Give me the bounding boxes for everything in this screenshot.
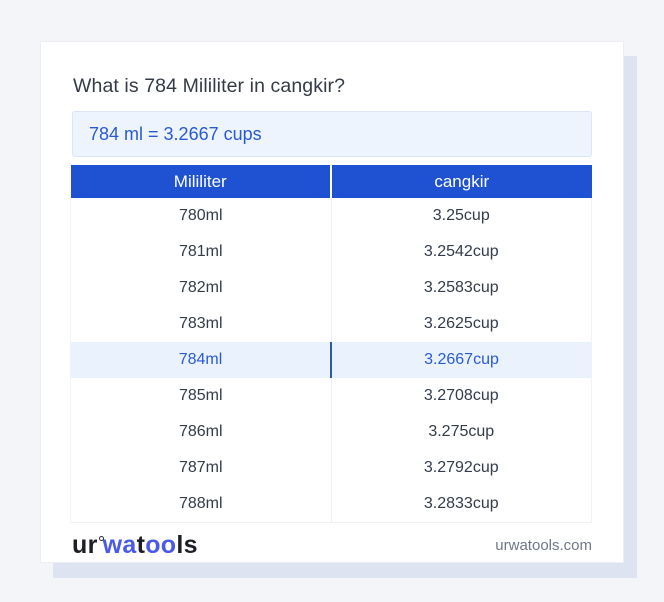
logo-part-dark: ls: [176, 531, 198, 559]
conversion-table-head: Mililiter cangkir: [70, 165, 592, 198]
table-cell: 3.2625cup: [330, 306, 592, 342]
table-cell: 787ml: [178, 459, 223, 476]
logo-part-dark: ur: [72, 531, 98, 559]
table-cell: 781ml: [178, 243, 223, 260]
column-header-mililiter: Mililiter: [70, 165, 331, 198]
card-footer: ur watools urwatools.com: [72, 529, 592, 563]
table-cell: 783ml: [178, 315, 223, 332]
conversion-table: Mililiter cangkir 780ml 3.25cup 781ml 3.254…: [70, 165, 592, 523]
table-row: 781ml 3.2542cup: [71, 234, 592, 270]
table-row: 780ml 3.25cup: [71, 198, 592, 234]
logo-part-blue: wa: [102, 531, 137, 559]
urwatools-logo: ur watools: [72, 533, 198, 558]
converter-card: What is 784 Mililiter in cangkir? 784 ml…: [40, 41, 624, 563]
conversion-result-box: 784 ml = 3.2667 cups: [72, 111, 592, 157]
table-cell: 786ml: [178, 423, 223, 440]
table-cell: 3.2792cup: [330, 450, 592, 486]
table-cell: 782ml: [178, 279, 223, 296]
logo-part-blue: oo: [145, 531, 177, 559]
table-cell: 788ml: [178, 494, 223, 512]
table-row: 786ml 3.275cup: [71, 414, 592, 450]
table-cell: 784ml: [178, 351, 223, 368]
table-row: 788ml 3.2833cup: [71, 486, 592, 522]
table-cell: 3.275cup: [330, 414, 592, 450]
table-cell: 3.2833cup: [330, 486, 592, 522]
table-row: 784ml 3.2667cup: [70, 342, 592, 378]
table-cell: 3.2542cup: [330, 234, 592, 270]
conversion-table-wrap: Mililiter cangkir 780ml 3.25cup 781ml 3.254…: [70, 165, 592, 523]
table-cell: 3.25cup: [330, 198, 592, 234]
conversion-table-body: 780ml 3.25cup 781ml 3.2542cup 782ml 3.2583cup…: [70, 198, 592, 522]
table-cell: 3.2667cup: [330, 342, 592, 378]
degree-ring-icon: [98, 536, 104, 541]
table-cell: 780ml: [178, 207, 223, 224]
table-row: 787ml 3.2792cup: [71, 450, 592, 486]
table-row: 783ml 3.2625cup: [71, 306, 592, 342]
table-cell: 3.2708cup: [330, 378, 592, 414]
conversion-result-text: 784 ml = 3.2667 cups: [89, 123, 262, 144]
table-row: 785ml 3.2708cup: [71, 378, 592, 414]
table-cell: 785ml: [178, 387, 223, 404]
page-title: What is 784 Mililiter in cangkir?: [73, 75, 346, 97]
logo-part-dark: t: [136, 531, 146, 559]
table-cell: 3.2583cup: [330, 270, 592, 306]
table-row: 782ml 3.2583cup: [71, 270, 592, 306]
table-header-row: Mililiter cangkir: [70, 165, 592, 198]
column-header-cangkir: cangkir: [330, 165, 592, 198]
website-domain: urwatools.com: [495, 537, 592, 554]
